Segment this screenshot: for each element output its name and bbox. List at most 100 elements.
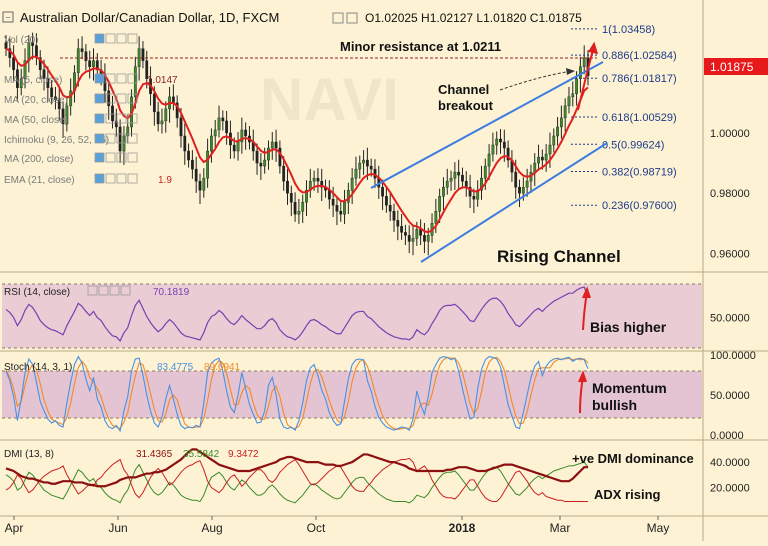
indicator-control-icon[interactable]	[127, 152, 138, 163]
candle	[381, 186, 384, 197]
symbol-title: Australian Dollar/Canadian Dollar, 1D, F…	[20, 10, 279, 25]
last-price-value: 1.01875	[710, 60, 754, 74]
eye-icon[interactable]	[332, 12, 344, 24]
candle	[449, 177, 453, 182]
candle	[365, 159, 369, 167]
indicator-control-icon[interactable]	[127, 173, 138, 184]
candle	[392, 211, 396, 221]
minus-di-line	[5, 457, 588, 503]
indicator-control-icon[interactable]	[127, 113, 138, 124]
rsi-axis-tick: 50.0000	[710, 313, 750, 325]
candle	[221, 117, 225, 122]
indicator-control-icon[interactable]	[94, 93, 105, 104]
indicator-control-icon[interactable]	[116, 133, 127, 144]
indicator-control-icon[interactable]	[127, 133, 138, 144]
channel-upper-line	[370, 61, 604, 189]
indicator-control-icon[interactable]	[116, 113, 127, 124]
indicator-control-icon[interactable]	[127, 93, 138, 104]
indicator-control-icon[interactable]	[127, 33, 138, 44]
rising-channel	[370, 61, 608, 263]
candle	[297, 211, 301, 215]
settings-icon[interactable]	[346, 12, 358, 24]
candle	[415, 229, 419, 239]
candle	[411, 238, 415, 242]
indicator-control-icon[interactable]	[94, 73, 105, 84]
collapse-icon[interactable]	[2, 11, 14, 23]
stoch-d-line	[5, 356, 589, 430]
candle	[194, 168, 198, 182]
indicator-control-icon[interactable]	[105, 133, 116, 144]
indicator-control-icon[interactable]	[116, 33, 127, 44]
candle	[114, 120, 118, 128]
indicator-control-icon[interactable]	[105, 152, 116, 163]
indicator-control-icon[interactable]	[94, 152, 105, 163]
candle	[525, 180, 529, 188]
indicator-control-icon[interactable]	[116, 73, 127, 84]
candle	[19, 78, 23, 88]
stoch-k-line	[5, 355, 589, 433]
candle	[92, 60, 95, 67]
candle	[582, 57, 586, 67]
stoch-k-value: 83.4775	[157, 362, 194, 373]
fib-label: 0.5(0.99624)	[602, 139, 664, 151]
candle	[107, 90, 111, 107]
rsi-control-icon[interactable]	[98, 285, 109, 296]
candle	[4, 42, 8, 49]
fib-label: 0.618(1.00529)	[602, 112, 677, 124]
candle	[396, 220, 400, 227]
candle	[571, 93, 575, 98]
candle	[305, 189, 308, 203]
channel-breakout-label: Channel breakout	[438, 82, 494, 113]
stoch-axis-tick: 0.0000	[710, 430, 744, 442]
candle	[320, 180, 324, 188]
stoch-axis-tick: 50.0000	[710, 390, 750, 402]
adx-rising-label: ADX rising	[594, 487, 661, 502]
candle	[133, 66, 137, 98]
candle	[388, 205, 392, 212]
indicator-control-icon[interactable]	[94, 113, 105, 124]
candle	[80, 48, 84, 52]
indicator-control-icon[interactable]	[116, 93, 127, 104]
up-arrow-rsi-head	[582, 286, 591, 299]
indicator-control-icon[interactable]	[105, 173, 116, 184]
indicator-control-icon[interactable]	[105, 113, 116, 124]
channel-lower-line	[420, 142, 608, 263]
indicator-control-icon[interactable]	[105, 93, 116, 104]
indicator-control-icon[interactable]	[94, 173, 105, 184]
candle	[537, 156, 540, 164]
candle	[472, 196, 476, 200]
indicator-control-icon[interactable]	[116, 152, 127, 163]
indicator-control-icon[interactable]	[105, 33, 116, 44]
candle	[575, 78, 578, 95]
indicator-control-icon[interactable]	[116, 173, 127, 184]
bias-higher-label: Bias higher	[590, 319, 667, 335]
last-price-badge	[704, 58, 768, 75]
candle	[293, 202, 297, 215]
stoch-title: Stoch (14, 3, 1)	[4, 362, 72, 373]
indicator-label: MA (50, close)	[4, 115, 68, 126]
dmi-axis-tick: 20.0000	[710, 483, 750, 495]
rsi-control-icon[interactable]	[109, 285, 120, 296]
rsi-line	[5, 286, 589, 342]
dmi-dominance-label: +ve DMI dominance	[572, 451, 694, 466]
header-icon-group[interactable]	[332, 12, 358, 24]
rsi-control-icon[interactable]	[120, 285, 131, 296]
rsi-title: RSI (14, close)	[4, 287, 70, 298]
indicator-control-icon[interactable]	[94, 133, 105, 144]
candle	[548, 144, 552, 155]
indicator-control-icon[interactable]	[105, 73, 116, 84]
candle	[457, 171, 461, 176]
candle	[57, 99, 61, 110]
candle	[69, 90, 73, 107]
candle	[210, 135, 213, 152]
candle	[521, 186, 525, 194]
candle	[190, 159, 194, 170]
candle	[480, 177, 483, 191]
indicator-control-icon[interactable]	[127, 73, 138, 84]
minor-resistance-label: Minor resistance at 1.0211	[340, 39, 501, 54]
dmi-axis-tick: 40.0000	[710, 457, 750, 469]
candle	[213, 129, 217, 137]
rsi-control-icon[interactable]	[87, 285, 98, 296]
indicator-control-icon[interactable]	[94, 33, 105, 44]
x-axis-label: Oct	[307, 521, 326, 535]
